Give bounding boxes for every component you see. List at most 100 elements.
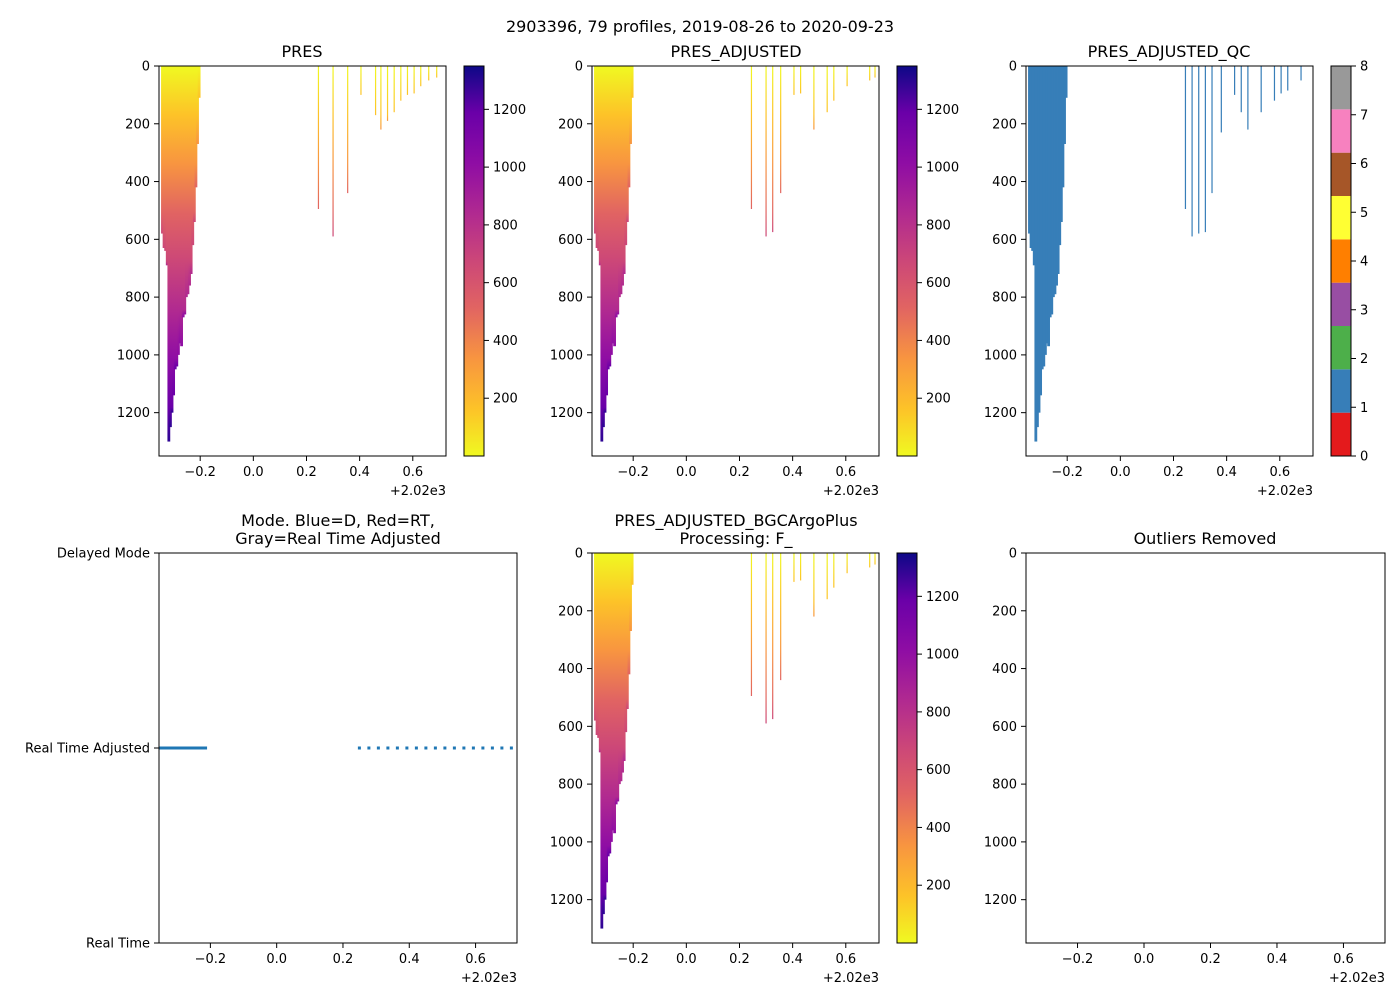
profile-bar xyxy=(386,66,389,121)
y-tick-label: 200 xyxy=(992,117,1017,132)
profile-bar xyxy=(1184,66,1187,209)
colorbar-tick-label: 800 xyxy=(926,218,951,233)
profile-bar xyxy=(629,553,632,631)
profile-bar xyxy=(602,553,605,915)
profile-bar xyxy=(1204,66,1206,233)
profile-bar xyxy=(813,553,815,617)
axes-frame xyxy=(1025,552,1386,944)
profile-bar xyxy=(1300,66,1302,81)
x-offset-label: +2.02e3 xyxy=(461,971,517,986)
x-tick-label: 0.0 xyxy=(676,465,697,480)
x-tick-label: 0.6 xyxy=(835,952,856,967)
panel-title: PRES_ADJUSTED_QC xyxy=(1088,42,1251,62)
profile-bar xyxy=(772,66,774,233)
x-offset-label: +2.02e3 xyxy=(823,971,879,986)
profile-bar xyxy=(175,66,179,367)
profile-bar xyxy=(765,66,767,237)
profile-bar xyxy=(605,553,609,883)
profile-bar xyxy=(189,66,193,274)
profile-bar xyxy=(605,66,609,396)
profile-bar xyxy=(374,66,377,116)
x-tick-label: 0.0 xyxy=(1134,952,1155,967)
profile-bar xyxy=(380,66,382,130)
x-tick-label: 0.0 xyxy=(676,952,697,967)
profile-bar xyxy=(614,553,618,805)
profile-bar xyxy=(627,66,631,188)
x-offset-label: +2.02e3 xyxy=(823,484,879,499)
profile-bar xyxy=(597,553,601,738)
profile-bar xyxy=(428,66,430,81)
profile-bar xyxy=(608,66,612,367)
profile-bar xyxy=(629,66,632,144)
profile-bar xyxy=(1063,66,1066,144)
y-tick-label: 800 xyxy=(992,778,1017,793)
y-axis: 0 200 400 600 800 1000 1200 xyxy=(550,60,592,421)
y-tick-label: 400 xyxy=(992,175,1017,190)
profile-bar xyxy=(1037,66,1041,413)
profile-bar xyxy=(393,66,395,113)
profile-group xyxy=(1028,66,1302,442)
profile-bar xyxy=(874,66,876,78)
profile-bar xyxy=(186,66,190,295)
x-axis: −0.2 0.0 0.2 0.4 0.6 xyxy=(184,456,423,480)
profile-bar xyxy=(793,66,795,95)
x-tick-label: 0.4 xyxy=(782,952,803,967)
profile-bar xyxy=(420,66,422,87)
x-tick-label: 0.0 xyxy=(243,465,264,480)
profile-bar xyxy=(1045,66,1049,344)
panel-mode: Mode. Blue=D, Red=RT, Gray=Real Time Adj… xyxy=(25,511,518,986)
x-offset-label: +2.02e3 xyxy=(1329,971,1385,986)
x-axis: −0.2 0.0 0.2 0.4 0.6 xyxy=(617,456,856,480)
y-tick-label: 800 xyxy=(558,778,583,793)
panel-title-line1: PRES_ADJUSTED_BGCArgoPlus xyxy=(614,511,857,531)
x-tick-label: −0.2 xyxy=(617,465,649,480)
profile-bar xyxy=(606,66,610,370)
profile-bar xyxy=(869,553,871,568)
colorbar-tick-label: 200 xyxy=(926,879,951,894)
qc-colorbar-segment xyxy=(1331,66,1351,110)
colorbar-tick-label: 8 xyxy=(1360,60,1368,75)
x-tick-label: −0.2 xyxy=(195,952,227,967)
panel-title: Outliers Removed xyxy=(1134,529,1277,548)
y-tick-label: 600 xyxy=(992,233,1017,248)
x-tick-label: −0.2 xyxy=(1051,465,1083,480)
profile-bar xyxy=(192,66,196,222)
profile-bar xyxy=(594,553,597,721)
panel-outliers: Outliers Removed −0.2 0.0 0.2 0.4 0.6 0 200 40… xyxy=(984,529,1386,986)
x-tick-label: 0.4 xyxy=(349,465,370,480)
profile-bar xyxy=(617,66,621,298)
profile-bar xyxy=(1064,66,1068,98)
profile-bar xyxy=(413,66,415,94)
profile-bar xyxy=(169,66,172,428)
qc-colorbar-segment xyxy=(1331,282,1351,326)
profile-bar xyxy=(611,553,615,831)
profile-bar xyxy=(813,66,815,130)
colorbar-tick-label: 0 xyxy=(1360,450,1368,465)
x-tick-label: 0.2 xyxy=(333,952,354,967)
qc-colorbar-segment xyxy=(1331,152,1351,196)
y-tick-label: 1000 xyxy=(550,348,583,363)
x-offset-label: +2.02e3 xyxy=(390,484,446,499)
profile-bar xyxy=(184,66,188,298)
x-axis: −0.2 0.0 0.2 0.4 0.6 xyxy=(195,943,486,967)
y-tick-label: 1000 xyxy=(117,348,150,363)
y-tick-label: Delayed Mode xyxy=(57,547,150,562)
y-tick-label: 200 xyxy=(558,604,583,619)
colorbar-qc: 0 1 2 3 4 5 6 7 8 xyxy=(1330,60,1368,465)
profile-bar xyxy=(619,66,623,295)
x-offset-label: +2.02e3 xyxy=(1257,484,1313,499)
y-tick-label: 1200 xyxy=(550,406,583,421)
colorbar-tick-label: 1 xyxy=(1360,401,1368,416)
profile-bar xyxy=(611,66,615,344)
panel-title-line2: Processing: F_ xyxy=(679,529,793,549)
profile-bar xyxy=(1058,66,1062,246)
x-tick-label: 0.0 xyxy=(266,952,287,967)
profile-bar xyxy=(1247,66,1249,130)
y-tick-label: 200 xyxy=(125,117,150,132)
profile-group xyxy=(161,66,438,442)
profile-bar xyxy=(1051,66,1055,298)
profile-bar xyxy=(624,553,628,733)
profile-bar xyxy=(597,66,601,251)
profile-bar xyxy=(1031,66,1035,251)
colorbar-tick-label: 4 xyxy=(1360,255,1368,270)
